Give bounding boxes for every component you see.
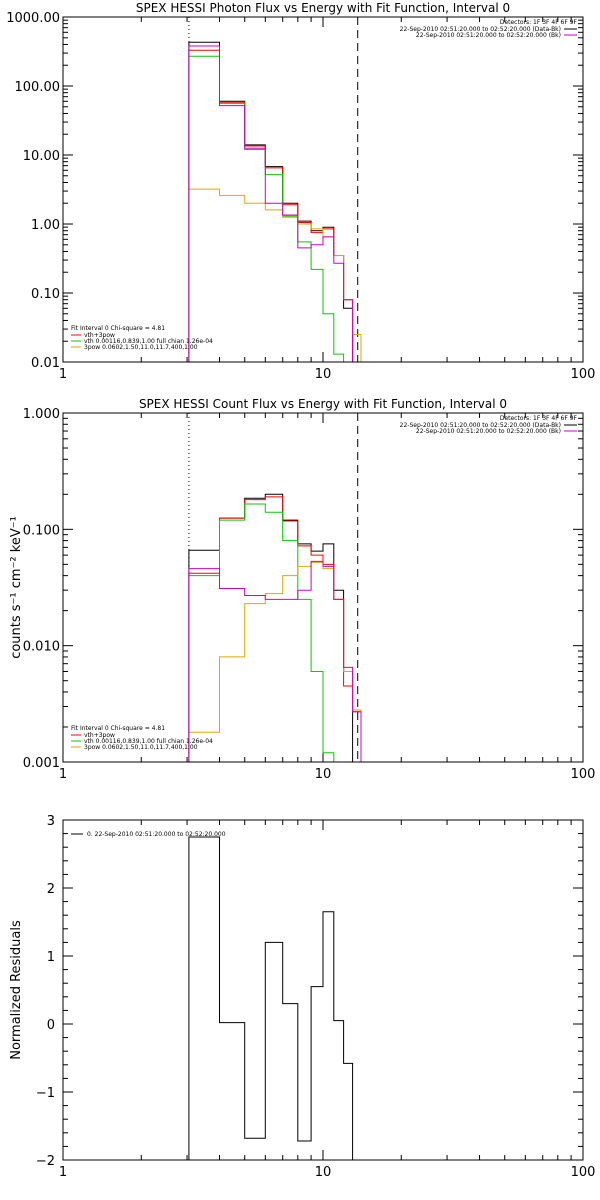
- series-0-line: [188, 493, 354, 762]
- y-tick-label: 0: [47, 1018, 55, 1033]
- x-tick-label: 1: [59, 367, 67, 382]
- residuals-panel: 1 10 100 −2 −1 0 1 2 3 Normalized Residuals 0. 22-…: [9, 814, 595, 1180]
- legend-entry-label: vth+3pow: [84, 332, 115, 339]
- x-tick-label: 10: [315, 767, 332, 782]
- series-3-line: [188, 561, 369, 762]
- y-tick-label: 1.000: [23, 407, 60, 422]
- series-2-line: [188, 55, 353, 362]
- plot-title: SPEX HESSI Count Flux vs Energy with Fit…: [139, 397, 507, 411]
- series-1-line: [188, 496, 362, 762]
- series-group: [188, 41, 369, 362]
- series-4-line: [188, 45, 354, 362]
- y-tick-label: −1: [36, 1086, 55, 1101]
- plot-frame: [62, 819, 584, 1161]
- legend-entry-label: 22-Sep-2010 02:51:20.000 to 02:52:20.000…: [400, 422, 561, 429]
- series-2-line: [188, 503, 335, 762]
- y-tick-label: 1000.00: [6, 11, 60, 26]
- series-0-line: [188, 836, 354, 1160]
- y-tick-label: 3: [47, 814, 55, 829]
- x-tick-label: 100: [571, 1165, 596, 1180]
- series-3-line: [188, 188, 369, 362]
- legend-entry-label: 22-Sep-2010 02:51:20.000 to 02:52:20.000…: [400, 26, 561, 33]
- y-tick-label: 0.001: [23, 756, 60, 771]
- y-tick-label: 1: [47, 950, 55, 965]
- legend-entry-label: 3pow 0.0602,1.50,11.0,11.7,400,1.00: [84, 344, 198, 351]
- legend-detectors: Detectors: 1F 3F 4F 6F 9F: [500, 19, 578, 26]
- legend-entry-label: 0. 22-Sep-2010 02:51:20.000 to 02:52:20.…: [87, 831, 226, 838]
- plot-title: SPEX HESSI Photon Flux vs Energy with Fi…: [136, 1, 510, 15]
- series-1-line: [188, 49, 354, 362]
- x-tick-label: 10: [315, 367, 332, 382]
- series-group: [188, 493, 369, 762]
- y-tick-label: 2: [47, 882, 55, 897]
- y-tick-label: 100.00: [15, 80, 61, 95]
- legend-fit-header: Fit Interval 0 Chi-square = 4.81: [71, 325, 165, 332]
- count-flux-panel: SPEX HESSI Count Flux vs Energy with Fit…: [9, 397, 595, 782]
- legend-entry-label: 3pow 0.0602,1.50,11.0,11.7,400,1.00: [84, 744, 198, 751]
- y-tick-label: 10.00: [23, 149, 60, 164]
- legend-entry-label: vth 0.00116,0.839,1.00 full chian 1.26e-…: [84, 338, 213, 345]
- legend-detectors: Detectors: 1F 3F 4F 6F 9F: [500, 415, 578, 422]
- series-group: [188, 836, 354, 1160]
- legend-entry-label: vth+3pow: [84, 732, 115, 739]
- y-tick-label: 0.01: [31, 356, 60, 371]
- series-4-line: [188, 560, 362, 762]
- x-tick-label: 1: [59, 767, 67, 782]
- y-tick-label: −2: [36, 1154, 55, 1169]
- legend-entry-label: 22-Sep-2010 02:51:20.000 to 02:52:20.000…: [416, 428, 561, 435]
- y-axis-label: Normalized Residuals: [9, 920, 24, 1060]
- plot-frame: [62, 16, 584, 363]
- x-tick-label: 1: [59, 1165, 67, 1180]
- y-tick-label: 1.00: [31, 218, 60, 233]
- y-tick-label: 0.100: [23, 523, 60, 538]
- legend-fit-header: Fit Interval 0 Chi-square = 4.81: [71, 725, 165, 732]
- y-tick-label: 0.10: [31, 287, 60, 302]
- x-tick-label: 100: [571, 367, 596, 382]
- y-tick-label: 0.010: [23, 640, 60, 655]
- y-axis-label: counts s⁻¹ cm⁻² keV⁻¹: [9, 516, 24, 659]
- x-tick-label: 10: [315, 1165, 332, 1180]
- x-tick-label: 100: [571, 767, 596, 782]
- legend-entry-label: vth 0.00116,0.839,1.00 full chian 1.26e-…: [84, 738, 213, 745]
- photon-flux-panel: SPEX HESSI Photon Flux vs Energy with Fi…: [6, 1, 595, 382]
- plot-frame: [62, 412, 584, 763]
- legend-entry-label: 22-Sep-2010 02:51:20.000 to 02:52:20.000…: [416, 32, 561, 39]
